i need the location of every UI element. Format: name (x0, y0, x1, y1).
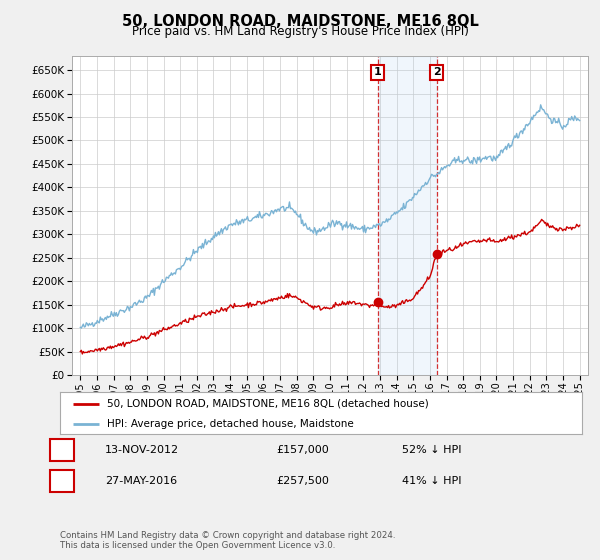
Bar (378, 56, 437, 375)
Text: 1: 1 (59, 445, 66, 455)
Text: 27-MAY-2016: 27-MAY-2016 (105, 476, 177, 486)
Text: HPI: Average price, detached house, Maidstone: HPI: Average price, detached house, Maid… (107, 419, 354, 429)
Text: 50, LONDON ROAD, MAIDSTONE, ME16 8QL (detached house): 50, LONDON ROAD, MAIDSTONE, ME16 8QL (de… (107, 399, 429, 409)
Text: £157,000: £157,000 (276, 445, 329, 455)
Text: £257,500: £257,500 (276, 476, 329, 486)
Text: 41% ↓ HPI: 41% ↓ HPI (402, 476, 461, 486)
Text: 1: 1 (374, 67, 382, 77)
Text: Contains HM Land Registry data © Crown copyright and database right 2024.
This d: Contains HM Land Registry data © Crown c… (60, 530, 395, 550)
Text: 2: 2 (433, 67, 440, 77)
Text: Price paid vs. HM Land Registry's House Price Index (HPI): Price paid vs. HM Land Registry's House … (131, 25, 469, 38)
Text: 2: 2 (59, 476, 66, 486)
Text: 52% ↓ HPI: 52% ↓ HPI (402, 445, 461, 455)
Text: 13-NOV-2012: 13-NOV-2012 (105, 445, 179, 455)
Text: 50, LONDON ROAD, MAIDSTONE, ME16 8QL: 50, LONDON ROAD, MAIDSTONE, ME16 8QL (122, 14, 478, 29)
